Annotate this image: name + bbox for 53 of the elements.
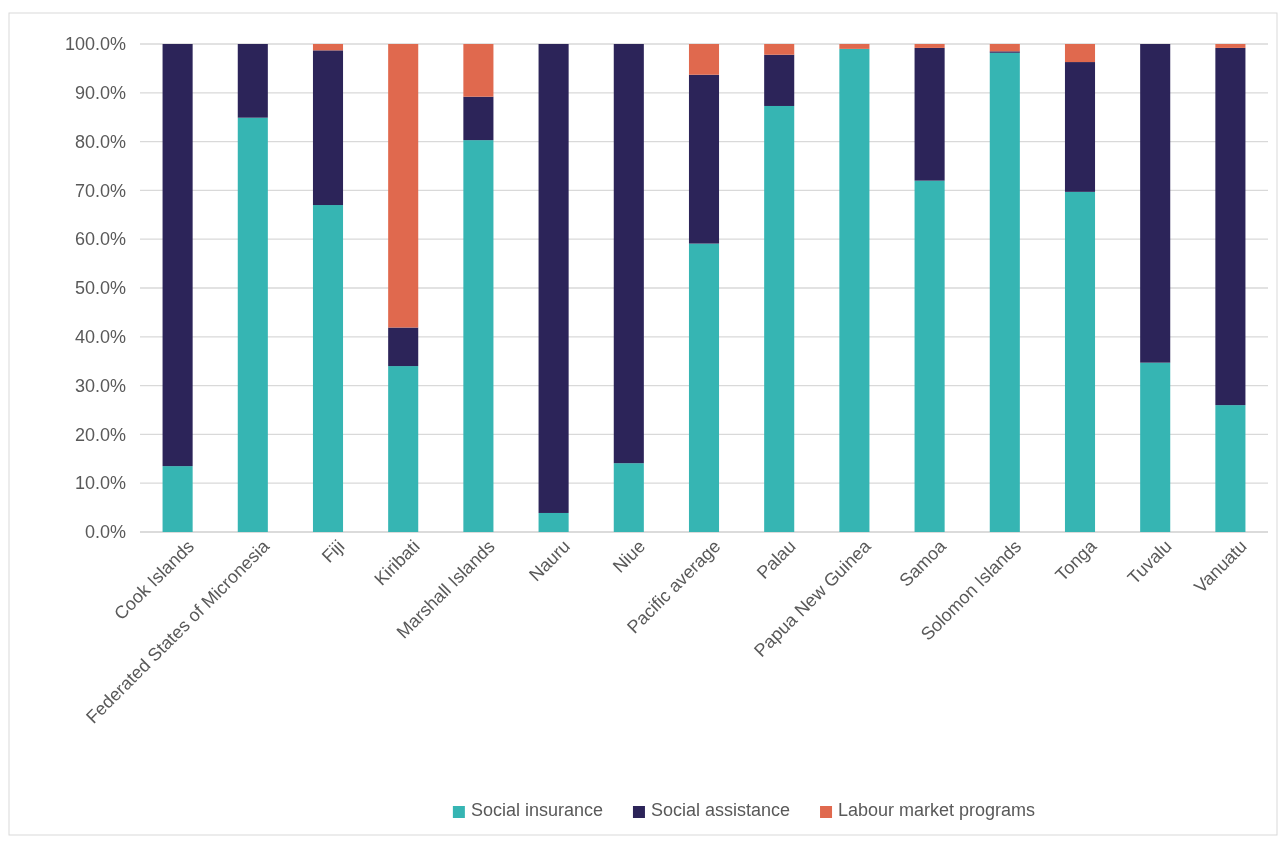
y-tick-label: 10.0%	[74, 473, 126, 494]
bar	[312, 44, 344, 51]
bar	[388, 327, 419, 367]
x-tick-label: Fiji	[317, 536, 349, 567]
y-tick-label: 80.0%	[74, 131, 126, 152]
bar	[463, 96, 494, 141]
y-tick-label: 70.0%	[74, 180, 126, 201]
bar	[764, 44, 795, 55]
legend-label: Social insurance	[470, 800, 603, 820]
bar	[1064, 62, 1096, 192]
bar	[688, 74, 720, 244]
bar	[914, 44, 945, 48]
bar	[388, 44, 419, 328]
bar	[764, 54, 795, 106]
y-tick-label: 90.0%	[74, 83, 126, 104]
bar	[162, 44, 193, 467]
bar	[538, 44, 569, 513]
bar	[1215, 47, 1246, 406]
bar	[688, 44, 720, 75]
bar	[237, 117, 268, 532]
y-tick-label: 20.0%	[74, 424, 126, 445]
bar	[538, 512, 569, 532]
bar	[312, 205, 344, 532]
bar	[839, 44, 870, 49]
bar	[1215, 405, 1246, 532]
y-tick-label: 0.0%	[84, 522, 126, 543]
bar	[764, 105, 795, 532]
y-tick-label: 50.0%	[74, 278, 126, 299]
bar	[839, 48, 870, 532]
bar	[613, 44, 644, 464]
bar	[688, 243, 720, 532]
bar	[1140, 44, 1171, 363]
bar	[463, 44, 494, 97]
bar	[914, 180, 945, 532]
bar	[1215, 44, 1246, 48]
bar	[989, 44, 1020, 52]
bar	[237, 44, 268, 118]
bar	[1064, 191, 1096, 532]
y-tick-label: 40.0%	[74, 327, 126, 348]
y-tick-label: 30.0%	[74, 375, 126, 396]
legend-label: Labour market programs	[838, 800, 1036, 820]
bar	[312, 50, 344, 206]
bar	[914, 47, 945, 181]
bar	[613, 463, 644, 532]
bar	[1064, 44, 1096, 63]
bar	[463, 140, 494, 532]
legend-label: Social assistance	[650, 800, 791, 820]
bar	[1140, 362, 1171, 532]
bar	[989, 52, 1020, 532]
y-tick-label: 100.0%	[64, 34, 126, 55]
bar	[162, 466, 193, 532]
y-tick-label: 60.0%	[74, 229, 126, 250]
bar	[388, 366, 419, 532]
